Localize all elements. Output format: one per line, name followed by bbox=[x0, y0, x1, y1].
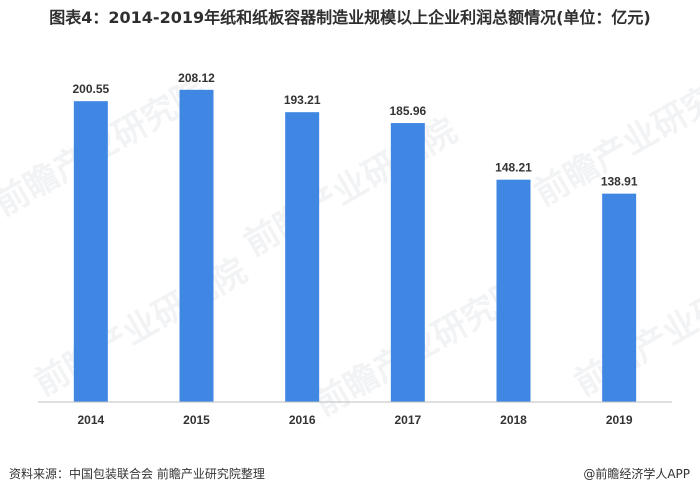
x-tick-label-2019: 2019 bbox=[606, 413, 633, 427]
x-tick-label-2015: 2015 bbox=[183, 413, 210, 427]
data-label-2019: 138.91 bbox=[601, 175, 638, 189]
x-tick-label-2014: 2014 bbox=[77, 413, 104, 427]
x-tick-label-2017: 2017 bbox=[394, 413, 421, 427]
data-label-2018: 148.21 bbox=[495, 161, 532, 175]
chart-title: 图表4：2014-2019年纸和纸板容器制造业规模以上企业利润总额情况(单位：亿… bbox=[49, 8, 651, 27]
bar-2015 bbox=[179, 89, 214, 402]
bar-2016 bbox=[285, 112, 320, 402]
source-note: 资料来源：中国包装联合会 前瞻产业研究院整理 bbox=[9, 467, 265, 481]
bars-layer bbox=[73, 89, 637, 403]
data-labels-layer: 200.55 208.12 193.21 185.96 148.21 138.91 bbox=[72, 71, 637, 189]
data-label-2014: 200.55 bbox=[72, 82, 109, 96]
bar-2014 bbox=[73, 101, 108, 403]
bar-2018 bbox=[496, 179, 531, 402]
data-label-2016: 193.21 bbox=[284, 93, 321, 107]
bar-2019 bbox=[602, 193, 637, 402]
data-label-2017: 185.96 bbox=[389, 104, 426, 118]
brand-note: @前瞻经济学人APP bbox=[583, 467, 690, 481]
x-tick-label-2018: 2018 bbox=[500, 413, 527, 427]
x-tick-label-2016: 2016 bbox=[289, 413, 316, 427]
data-label-2015: 208.12 bbox=[178, 71, 215, 85]
bar-2017 bbox=[390, 123, 425, 402]
x-tick-labels-layer: 2014 2015 2016 2017 2018 2019 bbox=[77, 413, 632, 427]
